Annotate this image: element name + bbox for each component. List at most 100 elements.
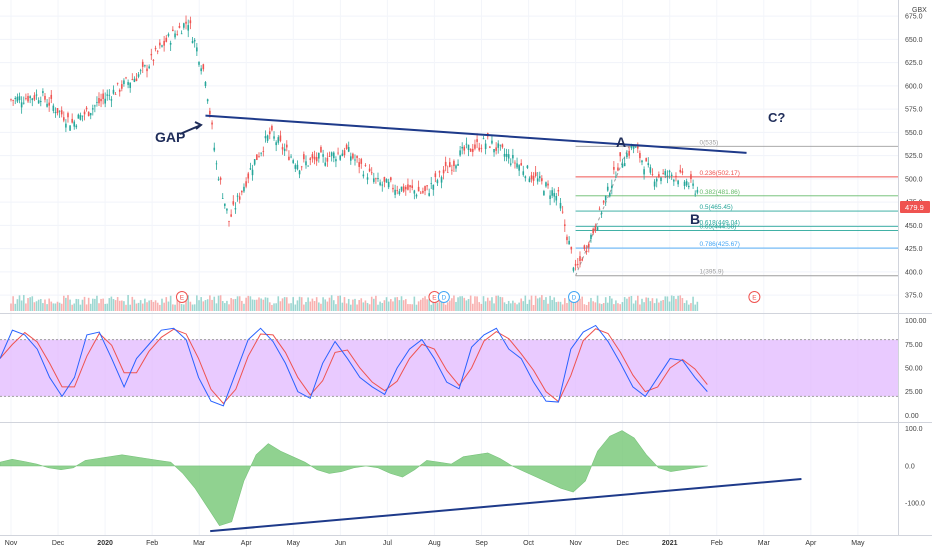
candle-body (163, 40, 165, 46)
volume-bar (352, 299, 354, 311)
gap-arrow (179, 121, 203, 135)
candle-body (14, 97, 17, 99)
candle-body (579, 256, 581, 261)
volume-bar (144, 298, 146, 311)
last-price-value: 479.9 (905, 203, 924, 212)
candle-body (191, 40, 194, 44)
price-trendline[interactable] (205, 114, 747, 154)
candle-body (520, 163, 523, 166)
volume-bar (89, 303, 92, 311)
momentum-tick-label: 100.0 (905, 426, 923, 433)
candle-body (318, 152, 320, 159)
candle-body (379, 182, 381, 186)
volume-bar (200, 297, 202, 311)
volume-bar (75, 298, 78, 311)
candle-body (172, 29, 174, 31)
volume-bar (426, 299, 428, 311)
volume-bar (209, 295, 211, 311)
momentum-trendline[interactable] (210, 478, 802, 533)
stochastic-pane[interactable] (0, 324, 898, 407)
volume-bar (472, 303, 474, 311)
candle-body (85, 107, 88, 110)
time-axis[interactable]: Nov Dec 2020 Feb Mar Apr May Jun Jul Aug Sep Oct Nov… (5, 540, 865, 547)
price-pane[interactable]: 0(535) 0.236(502.17) 0.382(481.86) 0.5(465.… (0, 0, 898, 535)
volume-bar (507, 300, 510, 311)
candle-body (341, 153, 344, 157)
volume-bar (22, 295, 25, 311)
volume-bar (60, 303, 63, 311)
candle-body (251, 169, 254, 176)
volume-bar (509, 303, 512, 311)
candle-body (528, 178, 531, 182)
price-axis[interactable]: 675.0 650.0 625.0 600.0 575.0 550.0 525.0 500.0… (905, 14, 923, 300)
candle-body (150, 53, 153, 56)
candle-body (202, 64, 205, 70)
volume-bar (553, 297, 556, 311)
time-tick-label: 2020 (97, 540, 113, 547)
volume-bar (677, 295, 679, 311)
candle-body (121, 84, 123, 89)
candle-body (298, 170, 301, 175)
momentum-axis[interactable]: 100.0 0.0 -100.0 (905, 426, 925, 507)
candle-body (89, 113, 92, 116)
volume-bar (343, 297, 346, 311)
time-tick-label: Jul (383, 540, 392, 547)
candle-body (236, 195, 239, 197)
candle-body (185, 21, 187, 24)
volume-bar (518, 302, 520, 311)
volume-bar (598, 303, 601, 311)
volume-bar (641, 298, 643, 311)
volume-bar (600, 304, 603, 311)
candle-body (602, 200, 605, 203)
fib-level-label: 0.5(465.45) (699, 204, 732, 211)
volume-bar (474, 296, 476, 311)
volume-bar (133, 299, 136, 311)
candle-body (645, 158, 647, 162)
volume-bar (668, 301, 671, 311)
candle-body (75, 125, 78, 128)
candle-body (96, 102, 98, 103)
candle-body (328, 156, 331, 157)
candle-body (156, 50, 159, 52)
candle-body (253, 159, 256, 165)
candle-body (198, 61, 200, 65)
price-tick-label: 500.0 (905, 176, 923, 183)
candle-body (679, 169, 682, 173)
volume-bar (465, 300, 468, 311)
volume-bar (156, 302, 159, 311)
candle-body (683, 181, 686, 186)
candle-body (25, 97, 27, 99)
volume-bar (211, 299, 213, 311)
volume-bar (73, 303, 76, 311)
volume-bar (613, 304, 615, 311)
candle-body (100, 98, 102, 102)
candle-body (135, 78, 138, 82)
candle-body (67, 113, 69, 118)
candle-body (106, 94, 109, 96)
candle-body (52, 105, 55, 111)
candle-body (632, 146, 635, 149)
volume-bar (585, 304, 588, 311)
candle-body (566, 236, 568, 241)
candle-body (271, 125, 273, 131)
candle-body (54, 111, 57, 114)
momentum-pane[interactable] (0, 430, 802, 533)
volume-bar (434, 295, 437, 311)
volume-bar (341, 302, 344, 311)
volume-bar (385, 297, 388, 311)
fib-level-label: 0.618(449.04) (699, 219, 739, 226)
volume-bar (230, 298, 232, 311)
volume-bar (557, 301, 560, 311)
event-marker-label: D (442, 295, 447, 302)
candle-body (696, 189, 699, 193)
volume-bar (486, 297, 489, 311)
candle-body (681, 171, 684, 173)
volume-bar (243, 303, 245, 311)
volume-bar (324, 299, 327, 311)
volume-bar (202, 301, 205, 311)
stochastic-axis[interactable]: 100.00 75.00 50.00 25.00 0.00 (905, 318, 927, 420)
volume-bar (499, 296, 502, 311)
fib-level-label: 1(395.9) (699, 269, 723, 276)
